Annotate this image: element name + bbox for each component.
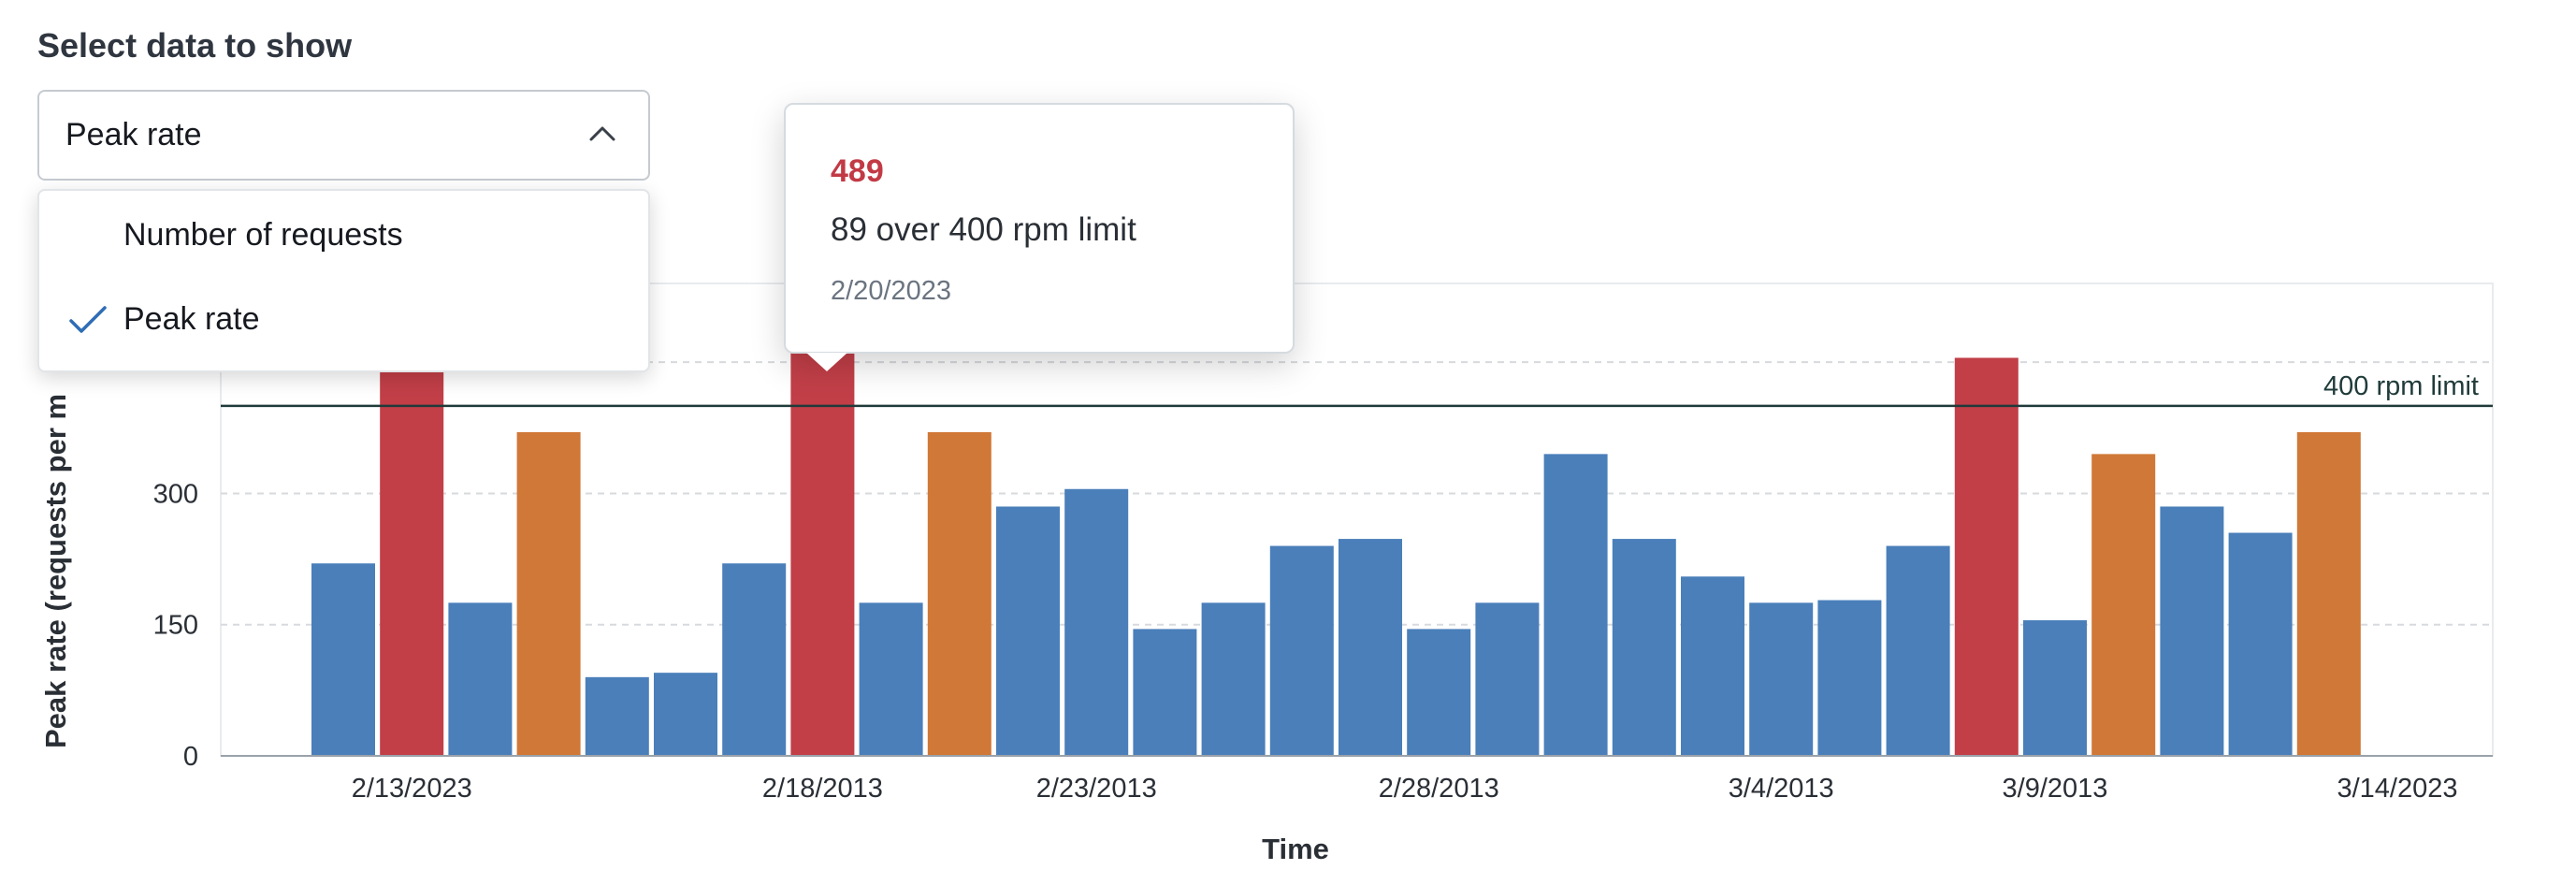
bar (859, 602, 923, 756)
bar (1886, 545, 1950, 756)
bar (654, 673, 717, 756)
bar (448, 602, 513, 756)
bar (1749, 602, 1814, 756)
y-tick-label: 150 (153, 611, 198, 641)
bar (2228, 532, 2293, 756)
x-tick-label: 3/9/2013 (2003, 774, 2108, 804)
bar (1133, 629, 1197, 756)
bar (790, 300, 855, 756)
bar (1269, 545, 1334, 756)
x-tick-label: 3/14/2023 (2337, 774, 2457, 804)
bar (2023, 620, 2087, 756)
x-axis-title: Time (1262, 833, 1329, 865)
chevron-up-icon (589, 126, 615, 141)
bar (1475, 602, 1540, 756)
bar (1681, 576, 1744, 756)
option-label: Peak rate (123, 301, 260, 337)
y-tick-label: 300 (153, 479, 198, 509)
bar (516, 431, 581, 756)
tooltip-description: 89 over 400 rpm limit (831, 211, 1136, 248)
tooltip-arrow (806, 353, 847, 371)
x-tick-label: 3/4/2013 (1729, 774, 1834, 804)
x-tick-label: 2/28/2013 (1379, 774, 1499, 804)
bar (2160, 506, 2224, 756)
bar (2091, 454, 2156, 756)
x-tick-label: 2/18/2013 (762, 774, 883, 804)
option-label: Number of requests (123, 217, 403, 253)
bar (722, 563, 787, 756)
bar (927, 431, 991, 756)
data-select-dropdown[interactable]: Peak rate (37, 90, 650, 181)
bar (1064, 488, 1129, 756)
check-icon (69, 306, 107, 333)
bar (380, 300, 444, 756)
bar (1201, 602, 1266, 756)
tooltip-date: 2/20/2023 (831, 276, 952, 306)
y-tick-label: 0 (183, 742, 198, 772)
chart-tooltip: 489 89 over 400 rpm limit 2/20/2023 (784, 103, 1295, 354)
bar (1339, 539, 1402, 756)
option-peak-rate[interactable]: Peak rate (39, 279, 648, 363)
select-data-label: Select data to show (37, 26, 353, 65)
tooltip-value: 489 (831, 153, 884, 189)
bar (2296, 431, 2361, 756)
bar (1954, 357, 2019, 756)
bar (311, 563, 375, 756)
x-tick-label: 2/13/2023 (352, 774, 472, 804)
reference-line-label: 400 rpm limit (2323, 371, 2479, 401)
bar (585, 676, 649, 756)
x-tick-label: 2/23/2013 (1036, 774, 1157, 804)
bar (1543, 454, 1608, 756)
bar (1817, 600, 1882, 756)
selected-value: Peak rate (65, 117, 202, 152)
bar (996, 506, 1060, 756)
dropdown-menu: Number of requests Peak rate (37, 189, 650, 372)
option-number-of-requests[interactable]: Number of requests (39, 195, 648, 279)
bar (1407, 629, 1471, 756)
bar (1612, 539, 1676, 756)
y-axis-title: Peak rate (requests per m (39, 394, 72, 748)
